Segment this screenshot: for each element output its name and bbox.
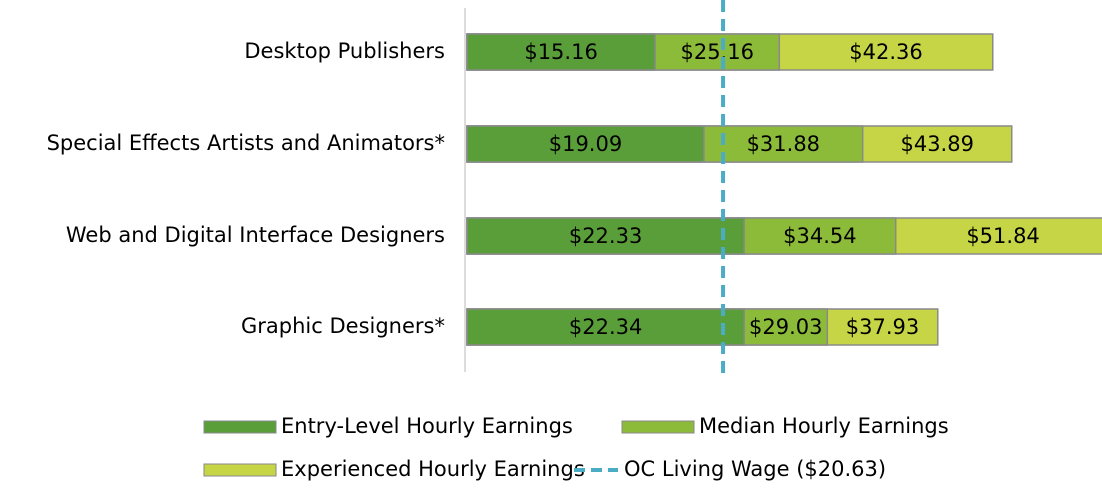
category-label: Desktop Publishers xyxy=(244,39,445,63)
legend-swatch xyxy=(621,420,695,434)
legend-label: Entry-Level Hourly Earnings xyxy=(281,414,573,438)
bar xyxy=(466,33,656,71)
category-label: Web and Digital Interface Designers xyxy=(66,223,445,247)
value-label: $34.54 xyxy=(783,224,856,248)
value-label: $25.16 xyxy=(680,40,753,64)
bar xyxy=(466,217,745,255)
value-label: $42.36 xyxy=(849,40,922,64)
legend-label: Median Hourly Earnings xyxy=(699,414,949,438)
legend-swatch xyxy=(203,420,277,434)
value-label: $22.33 xyxy=(569,224,642,248)
legend-swatch xyxy=(203,463,277,477)
value-label: $22.34 xyxy=(569,315,642,339)
value-label: $15.16 xyxy=(524,40,597,64)
bar xyxy=(466,125,705,163)
value-label: $19.09 xyxy=(549,132,622,156)
value-label: $43.89 xyxy=(900,132,973,156)
value-label: $37.93 xyxy=(846,315,919,339)
value-label: $51.84 xyxy=(966,224,1039,248)
bar xyxy=(466,308,746,346)
legend-label: OC Living Wage ($20.63) xyxy=(624,457,886,481)
value-label: $29.03 xyxy=(749,315,822,339)
value-label: $31.88 xyxy=(747,132,820,156)
category-label: Graphic Designers* xyxy=(241,314,445,338)
legend-label: Experienced Hourly Earnings xyxy=(281,457,585,481)
category-label: Special Effects Artists and Animators* xyxy=(47,131,445,155)
